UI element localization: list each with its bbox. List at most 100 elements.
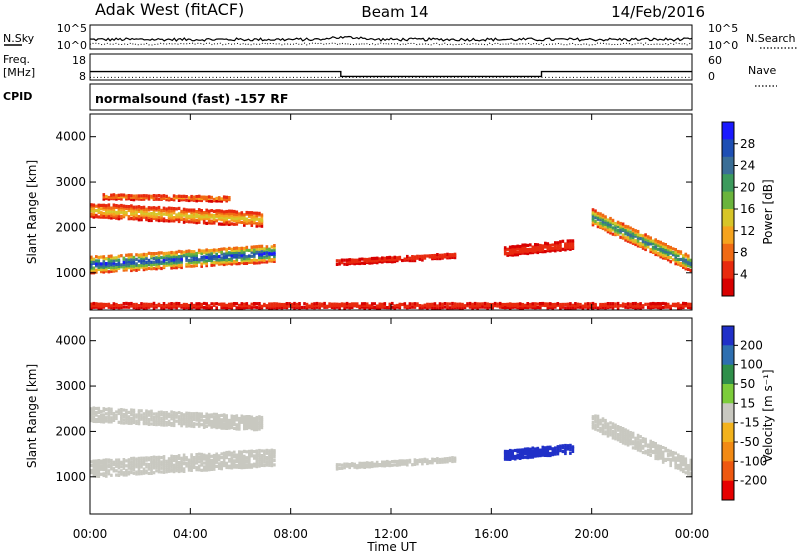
data-cell bbox=[243, 213, 246, 217]
data-cell bbox=[145, 458, 148, 462]
data-cell bbox=[609, 222, 612, 227]
data-cell bbox=[611, 226, 615, 230]
data-cell bbox=[165, 461, 168, 465]
data-cell bbox=[100, 464, 103, 468]
data-cell bbox=[215, 460, 218, 464]
data-cell bbox=[225, 463, 228, 468]
data-cell bbox=[130, 260, 133, 264]
data-cell bbox=[140, 194, 143, 198]
data-cell bbox=[190, 455, 193, 459]
data-cell bbox=[205, 264, 208, 268]
data-cell bbox=[175, 411, 178, 415]
data-cell bbox=[130, 411, 133, 415]
data-cell bbox=[240, 261, 244, 265]
data-cell bbox=[150, 416, 153, 420]
data-cell bbox=[192, 260, 196, 264]
data-cell bbox=[207, 209, 211, 213]
data-cell bbox=[222, 302, 226, 306]
data-cell bbox=[506, 253, 509, 257]
data-cell bbox=[127, 410, 131, 414]
data-cell bbox=[478, 304, 482, 308]
data-cell bbox=[142, 306, 146, 310]
data-cell bbox=[273, 248, 276, 252]
data-cell bbox=[215, 254, 218, 258]
data-cell bbox=[260, 456, 264, 460]
data-cell bbox=[117, 266, 121, 270]
data-cell bbox=[125, 206, 128, 210]
data-cell bbox=[466, 304, 469, 308]
data-cell bbox=[423, 254, 427, 258]
data-cell bbox=[268, 459, 271, 463]
data-cell bbox=[594, 418, 597, 422]
data-cell bbox=[589, 302, 592, 306]
data-cell bbox=[554, 448, 557, 452]
data-cell bbox=[559, 449, 562, 453]
data-cell bbox=[591, 425, 595, 429]
data-cell bbox=[90, 203, 93, 207]
data-cell bbox=[235, 424, 239, 429]
data-cell bbox=[413, 460, 417, 464]
data-cell bbox=[95, 255, 98, 259]
data-cell bbox=[152, 412, 156, 416]
data-cell bbox=[556, 302, 560, 306]
data-cell bbox=[222, 222, 226, 226]
data-cell bbox=[521, 250, 524, 254]
data-cell bbox=[498, 301, 502, 306]
data-cell bbox=[654, 242, 657, 246]
data-cell bbox=[273, 244, 276, 248]
data-cell bbox=[140, 258, 143, 262]
data-cell bbox=[175, 415, 178, 419]
data-cell bbox=[636, 442, 640, 446]
data-cell bbox=[137, 472, 141, 476]
data-cell bbox=[192, 218, 196, 222]
data-cell bbox=[358, 461, 361, 465]
data-cell bbox=[127, 262, 131, 266]
data-cell bbox=[305, 304, 309, 308]
data-cell bbox=[245, 463, 249, 467]
data-cell bbox=[328, 304, 331, 308]
data-cell bbox=[255, 449, 259, 453]
data-cell bbox=[350, 302, 354, 306]
data-cell bbox=[220, 467, 223, 471]
data-cell bbox=[157, 205, 161, 210]
data-cell bbox=[664, 249, 667, 253]
data-cell bbox=[110, 259, 113, 263]
data-cell bbox=[233, 464, 236, 468]
data-cell bbox=[220, 247, 223, 251]
data-cell bbox=[253, 221, 256, 225]
data-cell bbox=[411, 305, 414, 309]
data-cell bbox=[253, 417, 256, 421]
data-cell bbox=[574, 302, 577, 306]
data-cell bbox=[513, 249, 517, 253]
data-cell bbox=[571, 241, 575, 245]
data-cell bbox=[421, 254, 424, 258]
data-cell bbox=[508, 306, 512, 310]
data-cell bbox=[453, 252, 457, 256]
data-cell bbox=[160, 266, 163, 271]
data-cell bbox=[97, 415, 101, 419]
data-cell bbox=[202, 195, 206, 199]
data-cell bbox=[137, 205, 141, 209]
data-cell bbox=[544, 451, 547, 455]
data-cell bbox=[661, 244, 665, 248]
data-cell bbox=[167, 262, 171, 266]
data-cell bbox=[518, 248, 522, 253]
data-cell bbox=[235, 262, 239, 266]
data-cell bbox=[97, 259, 101, 263]
data-cell bbox=[180, 422, 183, 426]
data-cell bbox=[182, 453, 186, 457]
data-cell bbox=[636, 304, 640, 308]
data-cell bbox=[175, 259, 178, 263]
data-cell bbox=[250, 425, 254, 429]
data-cell bbox=[554, 246, 557, 250]
data-cell bbox=[177, 259, 181, 263]
data-cell bbox=[145, 456, 148, 460]
data-cell bbox=[230, 216, 234, 220]
data-cell bbox=[125, 411, 128, 415]
data-cell bbox=[135, 257, 138, 261]
data-cell bbox=[666, 250, 670, 254]
data-cell bbox=[212, 197, 216, 201]
data-cell bbox=[551, 451, 555, 455]
colorbar-segment bbox=[722, 480, 734, 501]
data-cell bbox=[679, 303, 683, 307]
